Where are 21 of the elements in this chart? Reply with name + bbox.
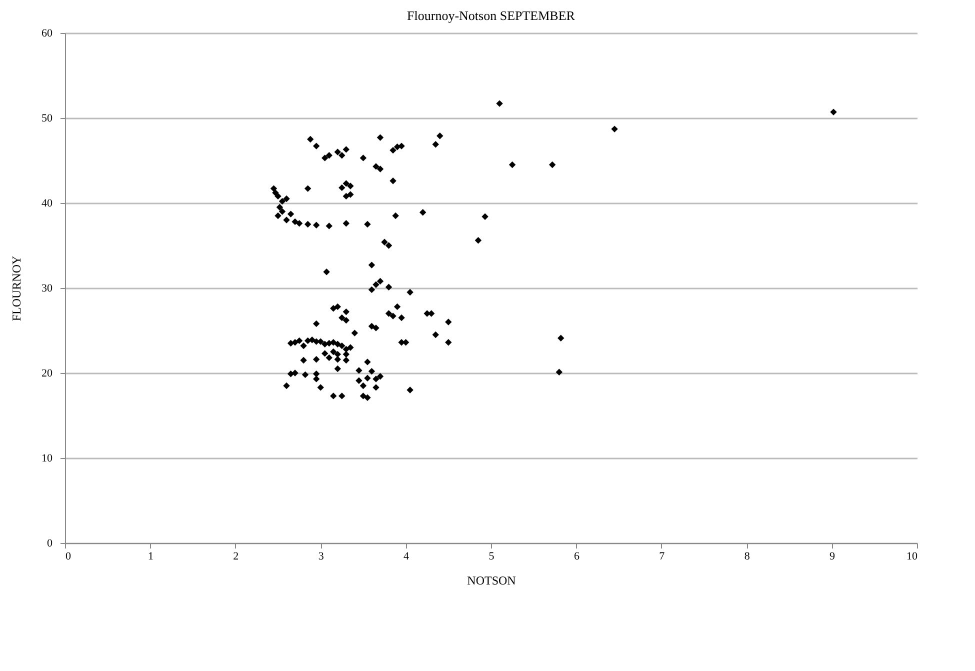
y-tick-label: 20 <box>42 368 53 380</box>
x-tick-label: 5 <box>488 550 495 562</box>
y-tick-label: 60 <box>42 28 53 40</box>
x-tick-label: 10 <box>906 550 918 562</box>
x-tick-label: 2 <box>233 550 239 562</box>
x-axis-title: NOTSON <box>467 574 516 588</box>
y-tick-label: 10 <box>42 452 53 464</box>
x-tick-label: 9 <box>830 550 836 562</box>
x-tick-label: 6 <box>574 550 580 562</box>
y-tick-label: 40 <box>42 198 53 210</box>
x-tick-label: 1 <box>148 550 154 562</box>
y-tick-label: 50 <box>42 112 53 124</box>
chart-title: Flournoy-Notson SEPTEMBER <box>407 8 576 23</box>
y-tick-label: 30 <box>42 282 53 294</box>
x-tick-label: 7 <box>659 550 666 562</box>
x-tick-label: 3 <box>318 550 324 562</box>
y-axis-title: FLOURNOY <box>10 256 24 322</box>
x-tick-label: 0 <box>66 550 72 562</box>
x-tick-label: 8 <box>744 550 750 562</box>
y-tick-label: 0 <box>47 538 53 550</box>
x-tick-label: 4 <box>404 550 410 562</box>
